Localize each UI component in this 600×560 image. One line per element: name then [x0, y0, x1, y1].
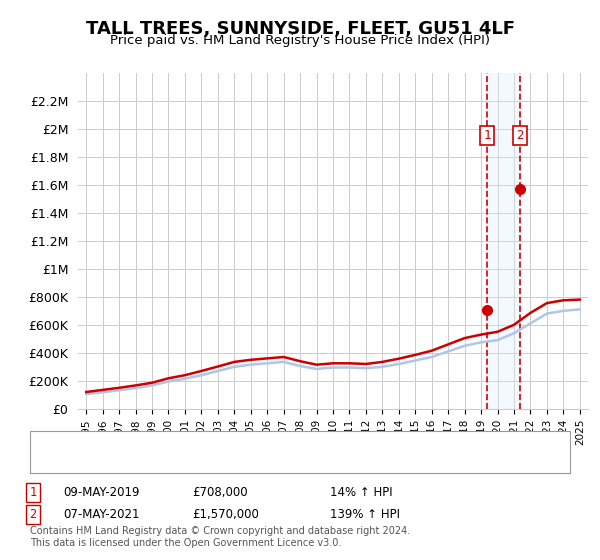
Text: 1: 1 [483, 129, 491, 142]
Text: £1,570,000: £1,570,000 [192, 507, 259, 521]
Text: 139% ↑ HPI: 139% ↑ HPI [330, 507, 400, 521]
Text: TALL TREES, SUNNYSIDE, FLEET, GU51 4LF: TALL TREES, SUNNYSIDE, FLEET, GU51 4LF [86, 20, 515, 38]
Text: ———: ——— [42, 456, 65, 469]
Text: 1: 1 [29, 486, 37, 500]
Text: 07-MAY-2021: 07-MAY-2021 [63, 507, 139, 521]
Bar [487, 73, 520, 409]
Text: Price paid vs. HM Land Registry's House Price Index (HPI): Price paid vs. HM Land Registry's House … [110, 34, 490, 46]
Text: ———: ——— [42, 436, 65, 450]
Text: 14% ↑ HPI: 14% ↑ HPI [330, 486, 392, 500]
Text: £708,000: £708,000 [192, 486, 248, 500]
Text: 2: 2 [516, 129, 524, 142]
Text: 2: 2 [29, 507, 37, 521]
Text: HPI: Average price, detached house, Hart: HPI: Average price, detached house, Hart [90, 456, 334, 469]
Text: Contains HM Land Registry data © Crown copyright and database right 2024.
This d: Contains HM Land Registry data © Crown c… [30, 526, 410, 548]
Text: TALL TREES, SUNNYSIDE, FLEET, GU51 4LF (detached house): TALL TREES, SUNNYSIDE, FLEET, GU51 4LF (… [90, 436, 449, 450]
Text: 09-MAY-2019: 09-MAY-2019 [63, 486, 139, 500]
